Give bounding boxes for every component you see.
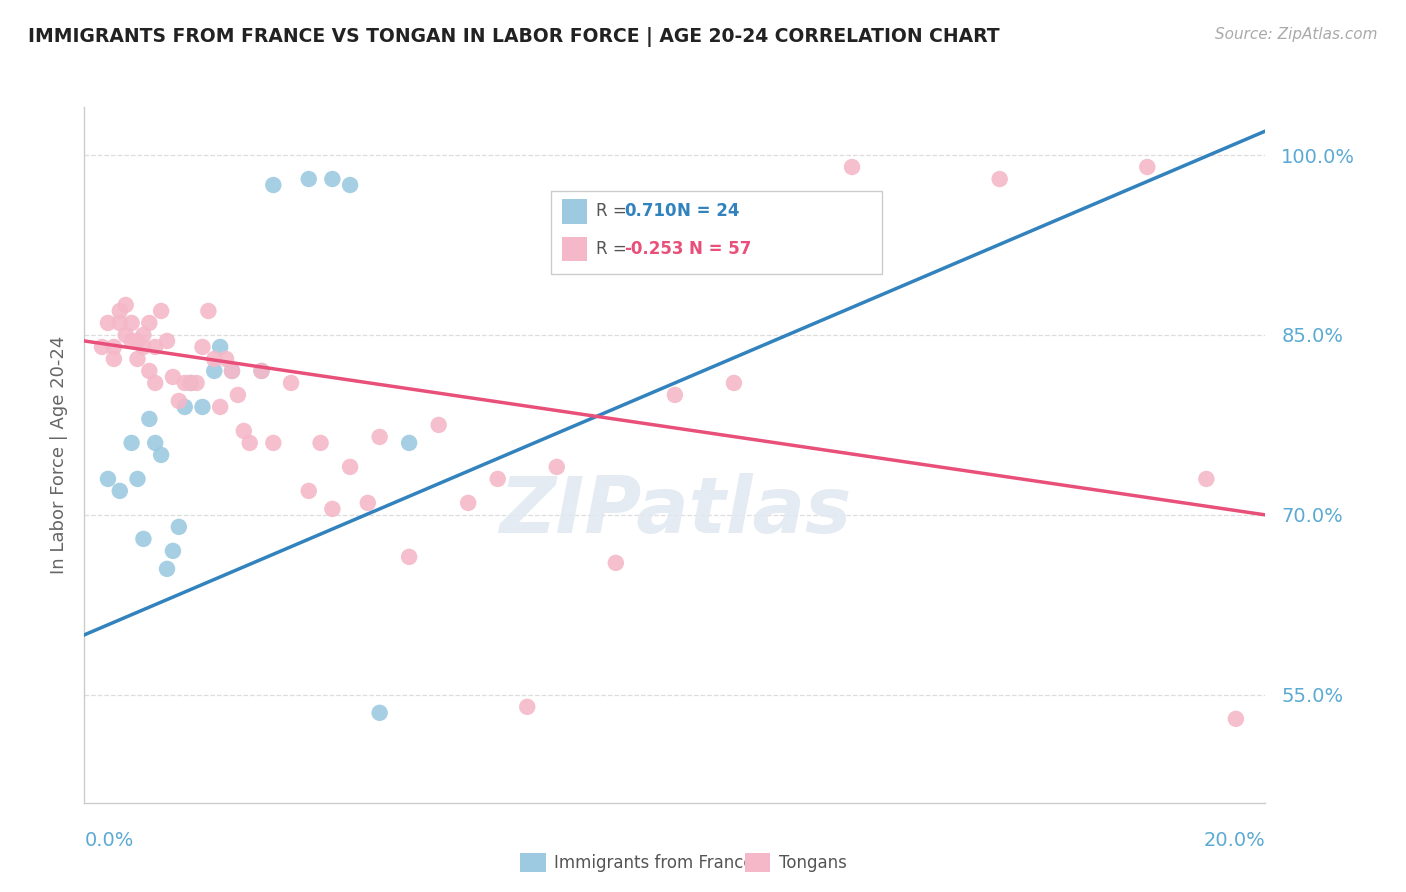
Point xyxy=(250,364,273,378)
Point xyxy=(132,340,155,354)
Point xyxy=(1195,472,1218,486)
Point xyxy=(221,364,243,378)
Point xyxy=(262,436,284,450)
Point xyxy=(186,376,208,390)
Point xyxy=(309,436,332,450)
Point xyxy=(167,520,190,534)
Point xyxy=(103,351,125,366)
Point xyxy=(150,304,173,318)
Text: 20.0%: 20.0% xyxy=(1204,830,1265,850)
Point xyxy=(121,436,143,450)
Point xyxy=(191,340,214,354)
Text: 0.710: 0.710 xyxy=(624,202,676,220)
Point xyxy=(427,417,450,432)
Point xyxy=(221,364,243,378)
Point xyxy=(841,160,863,174)
Text: ZIPatlas: ZIPatlas xyxy=(499,473,851,549)
Point xyxy=(339,459,361,474)
Point xyxy=(239,436,262,450)
Point xyxy=(138,316,160,330)
Point xyxy=(988,172,1011,186)
Point xyxy=(121,334,143,348)
Point xyxy=(1225,712,1247,726)
Text: 0.0%: 0.0% xyxy=(84,830,134,850)
Point xyxy=(339,178,361,192)
Text: Immigrants from France: Immigrants from France xyxy=(554,854,754,871)
Text: R =: R = xyxy=(596,240,631,258)
Point xyxy=(250,364,273,378)
Point xyxy=(262,178,284,192)
Point xyxy=(280,376,302,390)
Point xyxy=(143,376,166,390)
Point xyxy=(143,340,166,354)
Point xyxy=(121,316,143,330)
Point xyxy=(232,424,254,438)
Point xyxy=(156,562,179,576)
Point xyxy=(197,304,219,318)
Point xyxy=(173,376,195,390)
Point xyxy=(298,172,321,186)
Point xyxy=(173,400,195,414)
Point xyxy=(162,370,184,384)
Point xyxy=(546,459,568,474)
Text: -0.253: -0.253 xyxy=(624,240,683,258)
Text: N = 24: N = 24 xyxy=(678,202,740,220)
Point xyxy=(114,328,136,343)
Point xyxy=(162,544,184,558)
Point xyxy=(191,400,214,414)
Point xyxy=(398,549,420,564)
Point xyxy=(357,496,380,510)
Y-axis label: In Labor Force | Age 20-24: In Labor Force | Age 20-24 xyxy=(49,335,67,574)
Point xyxy=(114,298,136,312)
Point xyxy=(143,436,166,450)
Point xyxy=(150,448,173,462)
Point xyxy=(132,532,155,546)
Point xyxy=(127,351,149,366)
Point xyxy=(209,340,232,354)
Text: N = 57: N = 57 xyxy=(689,240,751,258)
Point xyxy=(516,699,538,714)
Point xyxy=(605,556,627,570)
Text: IMMIGRANTS FROM FRANCE VS TONGAN IN LABOR FORCE | AGE 20-24 CORRELATION CHART: IMMIGRANTS FROM FRANCE VS TONGAN IN LABO… xyxy=(28,27,1000,46)
Point xyxy=(664,388,686,402)
Point xyxy=(97,472,120,486)
Point xyxy=(398,436,420,450)
Text: R =: R = xyxy=(596,202,631,220)
Point xyxy=(167,393,190,408)
Point xyxy=(108,304,131,318)
Point xyxy=(138,364,160,378)
Text: Source: ZipAtlas.com: Source: ZipAtlas.com xyxy=(1215,27,1378,42)
Point xyxy=(108,316,131,330)
Point xyxy=(723,376,745,390)
Point xyxy=(298,483,321,498)
Point xyxy=(180,376,202,390)
Point xyxy=(486,472,509,486)
Point xyxy=(127,472,149,486)
Point xyxy=(368,706,391,720)
Point xyxy=(215,351,238,366)
Point xyxy=(127,334,149,348)
Point xyxy=(202,364,225,378)
Point xyxy=(156,334,179,348)
Point xyxy=(180,376,202,390)
Point xyxy=(457,496,479,510)
Point xyxy=(138,412,160,426)
Point xyxy=(321,172,343,186)
Point xyxy=(202,351,225,366)
Point xyxy=(368,430,391,444)
Point xyxy=(103,340,125,354)
Point xyxy=(1136,160,1159,174)
Point xyxy=(97,316,120,330)
Text: Tongans: Tongans xyxy=(779,854,846,871)
Point xyxy=(321,502,343,516)
Point xyxy=(91,340,114,354)
Point xyxy=(226,388,249,402)
Point xyxy=(132,328,155,343)
Point xyxy=(209,400,232,414)
Point xyxy=(108,483,131,498)
